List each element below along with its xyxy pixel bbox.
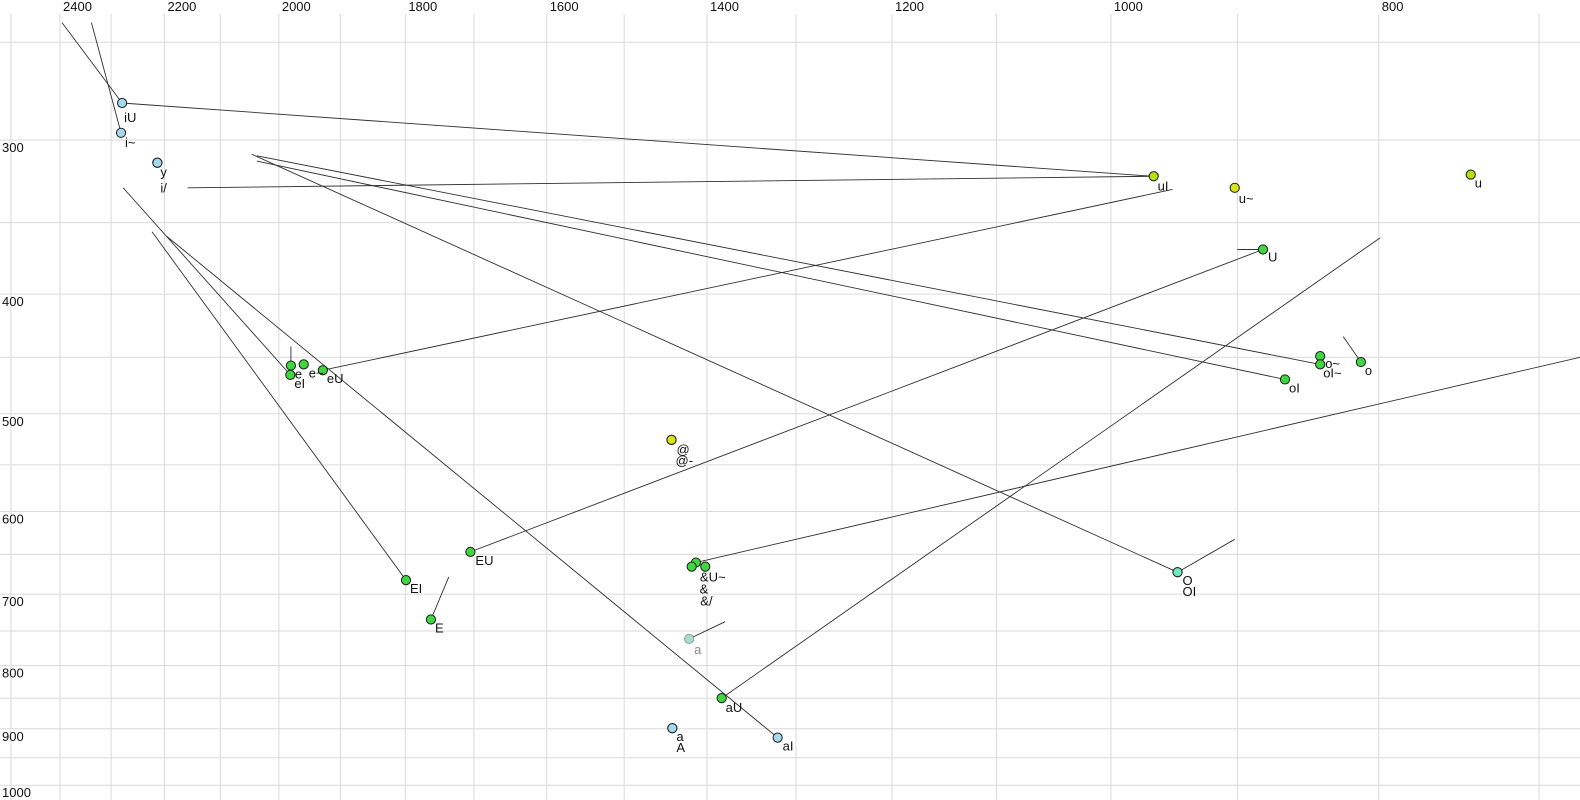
vowel-label-A: A xyxy=(676,740,685,755)
trajectory-line xyxy=(187,175,1154,189)
vowel-point-i[interactable] xyxy=(152,157,163,168)
trajectory-line-OI xyxy=(251,153,1178,573)
vowel-label-: @ xyxy=(677,442,690,457)
vowel-label-e: e xyxy=(295,367,302,382)
vowel-label-uI: uI xyxy=(1158,178,1169,193)
vowel-label-o: o~ xyxy=(1325,356,1340,371)
vowel-point-U[interactable] xyxy=(1257,244,1269,255)
vowel-point-aU[interactable] xyxy=(716,693,727,704)
vowel-point-EI[interactable] xyxy=(400,575,412,586)
vowel-label-E: E xyxy=(435,621,444,636)
trajectory-line-aI xyxy=(166,235,778,738)
vowel-label-i: i/ xyxy=(160,181,167,196)
vowel-point-iU[interactable] xyxy=(116,97,128,109)
vowel-point-eI[interactable] xyxy=(285,369,296,380)
x-axis-tick-label: 800 xyxy=(1382,0,1404,14)
vowel-label-oI: oI xyxy=(1289,380,1300,395)
y-axis-tick-label: 1000 xyxy=(2,785,31,800)
vowel-label-i: i~ xyxy=(125,135,136,150)
vowel-label-aU: aU xyxy=(726,700,743,715)
x-axis-tick-label: 1800 xyxy=(408,0,437,14)
vowel-point-o[interactable] xyxy=(1355,356,1366,368)
trajectory-line xyxy=(90,22,122,133)
vowel-label-a: a xyxy=(694,642,702,657)
y-axis-tick-label: 400 xyxy=(2,294,24,309)
trajectory-line xyxy=(61,22,123,104)
vowel-point-oI[interactable] xyxy=(1279,374,1291,385)
x-axis-tick-label: 2400 xyxy=(63,0,92,14)
vowel-point-a[interactable] xyxy=(684,633,695,644)
vowel-point-i[interactable] xyxy=(115,127,127,138)
vowel-point-[interactable] xyxy=(686,561,697,572)
y-axis-tick-label: 800 xyxy=(2,666,24,681)
y-axis-tick-label: 600 xyxy=(2,511,24,526)
vowel-label-u: u xyxy=(1475,176,1482,191)
vowel-label-U: &U~ xyxy=(700,570,726,585)
x-axis-tick-label: 1200 xyxy=(895,0,924,14)
vowel-label-iU: iU xyxy=(124,110,136,125)
vowel-label-EI: EI xyxy=(410,581,422,596)
vowel-label-a: a xyxy=(676,729,684,744)
trajectory-line-aU xyxy=(721,237,1381,699)
vowel-label-O: O xyxy=(1183,573,1193,588)
trajectory-line-eU xyxy=(322,189,1173,371)
x-axis-tick-label: 1600 xyxy=(550,0,579,14)
y-axis-tick-label: 900 xyxy=(2,729,24,744)
trajectory-line-iU xyxy=(122,102,1153,177)
trajectory-line-EU xyxy=(470,249,1264,553)
vowel-point-oI[interactable] xyxy=(1315,359,1326,370)
vowel-label-aI: aI xyxy=(783,739,794,754)
vowel-label-oI: oI~ xyxy=(1323,365,1342,380)
vowel-point-OI[interactable] xyxy=(1172,567,1183,578)
vowel-label-eI: eI xyxy=(294,376,305,391)
vowel-point-E[interactable] xyxy=(425,614,437,625)
vowel-label-OI: OI xyxy=(1183,584,1197,599)
trajectory-line-U xyxy=(695,356,1580,563)
x-axis-tick-label: 2200 xyxy=(167,0,196,14)
vowel-label-U: U xyxy=(1268,249,1277,264)
vowel-point-[interactable] xyxy=(666,434,677,446)
vowel-label-: & xyxy=(700,582,709,597)
trajectory-line-oI xyxy=(256,155,1321,365)
vowel-label-e: e~ xyxy=(309,365,324,380)
vowel-point-aI[interactable] xyxy=(772,732,783,743)
vowel-label-o: o xyxy=(1365,363,1372,378)
x-axis-tick-label: 1400 xyxy=(710,0,739,14)
vowel-point-u[interactable] xyxy=(1229,182,1240,193)
vowel-label-y: y xyxy=(160,165,167,180)
vowel-point-A[interactable] xyxy=(667,723,678,734)
vowel-label-: &/ xyxy=(700,594,713,609)
trajectory-line-E xyxy=(430,576,450,620)
vowel-point-u[interactable] xyxy=(1465,169,1476,180)
trajectory-line-O xyxy=(1177,538,1235,573)
trajectory-line-EI xyxy=(151,231,407,581)
x-axis-tick-label: 1000 xyxy=(1114,0,1143,14)
vowel-point-uI[interactable] xyxy=(1148,171,1159,182)
y-axis-tick-label: 500 xyxy=(2,414,24,429)
vowel-point-EU[interactable] xyxy=(465,546,476,557)
trajectory-line-oI xyxy=(256,160,1286,380)
vowel-label-u: u~ xyxy=(1239,191,1254,206)
vowel-label-EU: EU xyxy=(475,553,493,568)
vowel-point-[interactable] xyxy=(700,561,711,572)
trajectory-line-a xyxy=(688,621,726,640)
x-axis-tick-label: 2000 xyxy=(282,0,311,14)
vowel-label-: @- xyxy=(676,453,694,468)
trajectory-line-eI xyxy=(122,187,291,376)
vowel-point-e[interactable] xyxy=(298,359,309,370)
y-axis-tick-label: 700 xyxy=(2,594,24,609)
vowel-label-eU: eU xyxy=(327,371,344,386)
trajectory-line-o xyxy=(1342,336,1362,363)
y-axis-tick-label: 300 xyxy=(2,140,24,155)
vowel-point-eU[interactable] xyxy=(317,365,328,376)
